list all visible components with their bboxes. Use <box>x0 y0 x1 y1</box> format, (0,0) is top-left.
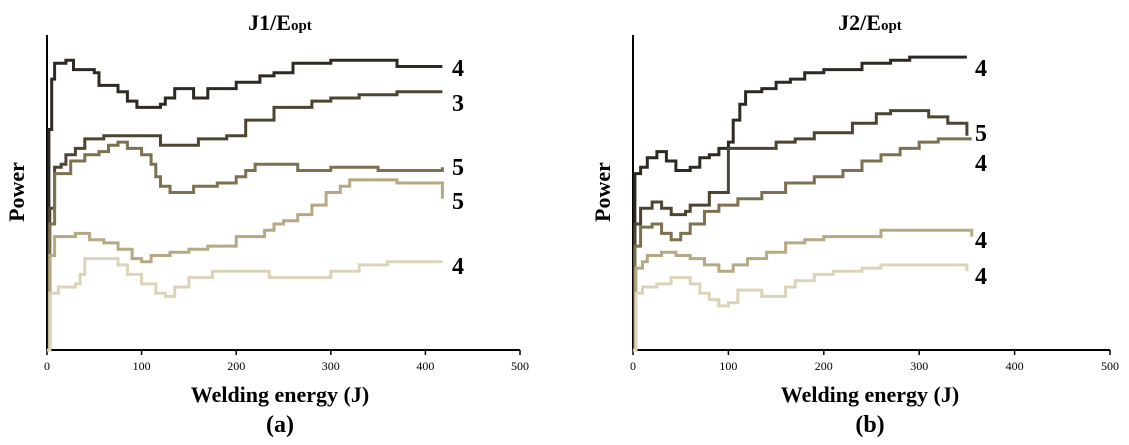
series-end-label-2: 3 <box>452 91 464 117</box>
x-tick-label: 500 <box>1101 359 1119 373</box>
series-end-label-4: 4 <box>975 228 987 254</box>
chart-title-main: J1/E <box>248 10 291 35</box>
chart-title-sub: opt <box>881 18 902 34</box>
series-end-label-3: 4 <box>975 151 987 177</box>
series-end-label-5: 4 <box>975 264 987 290</box>
x-tick-label: 200 <box>815 359 833 373</box>
series-end-label-2: 5 <box>975 121 987 147</box>
chart-title-main: J2/E <box>838 10 881 35</box>
chart-title: J2/Eopt <box>838 10 902 35</box>
x-tick-label: 100 <box>133 359 151 373</box>
chart-panel-a: 0 100 200 300 400 500 J1/Eopt Welding energy (J… <box>4 10 529 438</box>
x-tick-label: 500 <box>511 359 529 373</box>
x-tick-label: 300 <box>322 359 340 373</box>
x-axis-label: Welding energy (J) <box>191 382 369 407</box>
y-axis-label: Power <box>590 162 615 222</box>
series-end-label-3: 5 <box>452 155 464 181</box>
series-line-2 <box>633 109 969 352</box>
x-tick-label: 300 <box>910 359 928 373</box>
series-end-label-4: 5 <box>452 189 464 215</box>
chart-title-sub: opt <box>291 18 312 34</box>
x-tick-label: 400 <box>1006 359 1024 373</box>
x-tick-label: 0 <box>44 359 50 373</box>
chart-panel-b: 0 100 200 300 400 500 J2/Eopt Welding energy (J… <box>590 10 1119 438</box>
panel-label: (b) <box>855 412 884 438</box>
x-tick-label: 0 <box>630 359 636 373</box>
series-line-2 <box>47 90 443 352</box>
series-line-4 <box>633 228 974 352</box>
panel-label: (a) <box>266 412 294 438</box>
series-line-4 <box>47 178 444 352</box>
series-line-1 <box>633 55 967 352</box>
series-line-3 <box>633 137 972 352</box>
x-tick-label: 100 <box>719 359 737 373</box>
x-tick-label: 400 <box>416 359 434 373</box>
series-line-5 <box>633 263 969 352</box>
series-end-label-5: 4 <box>452 254 464 280</box>
x-axis-label: Welding energy (J) <box>781 382 959 407</box>
chart-title: J1/Eopt <box>248 10 312 35</box>
series-line-3 <box>47 140 444 352</box>
series-line-5 <box>47 257 443 352</box>
x-tick-label: 200 <box>227 359 245 373</box>
series-end-label-1: 4 <box>452 56 464 82</box>
series-end-label-1: 4 <box>975 56 987 82</box>
series-line-1 <box>47 58 443 352</box>
y-axis-label: Power <box>4 162 29 222</box>
